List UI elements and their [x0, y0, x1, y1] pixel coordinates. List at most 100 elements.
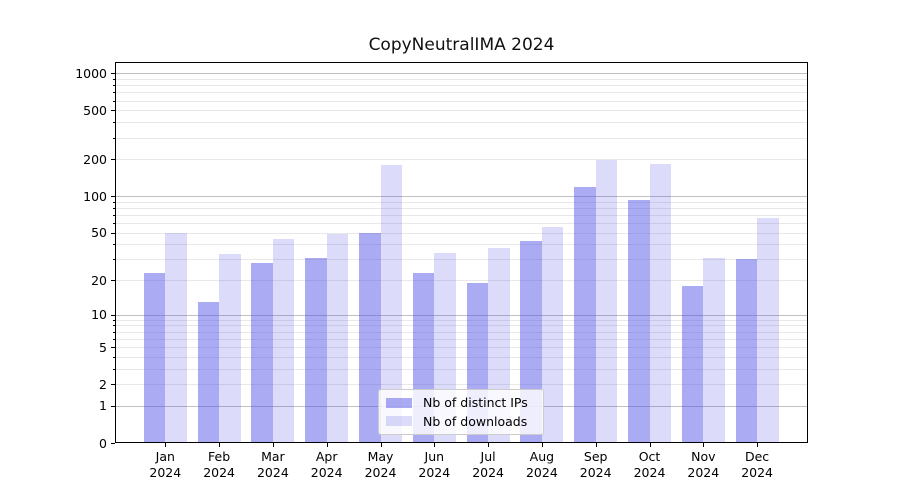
bar-downloads-jan [165, 232, 187, 443]
x-tick-mark [326, 443, 328, 447]
gridline-700 [115, 92, 808, 94]
bar-downloads-apr [326, 233, 349, 443]
bar-distinct-ips-may [359, 232, 381, 443]
bar-distinct-ips-sep [574, 187, 596, 443]
bar-downloads-sep [595, 160, 618, 443]
y-minor-tick-mark [113, 259, 115, 261]
y-minor-tick-mark [113, 79, 115, 80]
legend-swatch-distinct-ips-icon [386, 397, 412, 408]
x-tick-label-apr: Apr 2024 [310, 449, 343, 480]
legend-label-downloads: Nb of downloads [423, 413, 528, 429]
gridline-400 [115, 122, 808, 124]
gridline-7 [115, 331, 808, 333]
bar-distinct-ips-feb [197, 301, 220, 443]
x-tick-label-sep: Sep 2024 [579, 449, 612, 480]
x-tick-label-dec: Dec 2024 [741, 449, 773, 480]
x-tick-label-oct: Oct 2024 [633, 449, 666, 480]
y-minor-tick-mark [113, 100, 115, 102]
y-minor-tick-mark [113, 110, 115, 112]
y-minor-tick-mark [113, 331, 115, 333]
gridline-9 [115, 319, 808, 321]
y-minor-tick-mark [113, 137, 115, 139]
bar-downloads-dec [757, 218, 779, 443]
y-tick-label-10: 10 [91, 307, 107, 323]
x-tick-mark [219, 443, 221, 447]
bar-downloads-oct [649, 164, 671, 443]
x-tick-mark [703, 443, 705, 447]
y-minor-tick-mark [113, 122, 115, 124]
y-minor-tick-mark [113, 92, 115, 94]
gridline-80 [115, 207, 808, 209]
y-tick-label-50: 50 [91, 225, 107, 241]
legend: Nb of distinct IPs Nb of downloads [378, 389, 544, 435]
x-tick-mark [595, 443, 597, 447]
bar-downloads-nov [703, 257, 725, 443]
bar-downloads-may [380, 164, 402, 443]
gridline-200 [115, 159, 808, 161]
gridline-10 [115, 314, 808, 316]
y-minor-tick-mark [113, 384, 115, 386]
bar-distinct-ips-nov [681, 285, 704, 443]
gridline-8 [115, 325, 808, 327]
bar-distinct-ips-dec [735, 259, 758, 443]
gridline-1000 [115, 73, 808, 75]
gridline-90 [115, 201, 808, 203]
x-tick-mark [649, 443, 651, 447]
grid-layer [115, 62, 808, 443]
y-minor-tick-mark [113, 368, 115, 370]
x-tick-mark [757, 443, 759, 447]
x-tick-mark [541, 443, 543, 447]
legend-label-distinct-ips: Nb of distinct IPs [423, 395, 528, 411]
y-minor-tick-mark [113, 244, 115, 246]
bar-downloads-mar [272, 239, 295, 443]
x-tick-mark [380, 443, 382, 447]
gridline-900 [115, 79, 808, 80]
y-minor-tick-mark [113, 319, 115, 321]
x-tick-label-may: May 2024 [364, 449, 397, 480]
legend-entry-downloads: Nb of downloads [386, 414, 535, 429]
y-tick-mark [111, 405, 115, 407]
gridline-50 [115, 232, 808, 234]
y-minor-tick-mark [113, 85, 115, 87]
gridline-300 [115, 137, 808, 139]
bar-distinct-ips-apr [305, 257, 327, 443]
y-tick-label-0: 0 [99, 435, 107, 451]
x-tick-label-feb: Feb 2024 [203, 449, 235, 480]
y-tick-label-200: 200 [83, 151, 107, 167]
y-tick-label-20: 20 [91, 272, 107, 288]
gridline-800 [115, 85, 808, 87]
gridline-600 [115, 100, 808, 102]
x-tick-label-jan: Jan 2024 [149, 449, 182, 480]
x-tick-label-nov: Nov 2024 [687, 449, 720, 480]
y-tick-label-1: 1 [99, 398, 107, 414]
x-tick-mark [272, 443, 274, 447]
gridline-70 [115, 214, 808, 216]
gridline-60 [115, 223, 808, 225]
bar-distinct-ips-mar [251, 262, 273, 443]
y-tick-label-2: 2 [99, 376, 107, 392]
y-minor-tick-mark [113, 232, 115, 234]
bar-downloads-aug [541, 226, 564, 443]
x-tick-mark [165, 443, 167, 447]
y-minor-tick-mark [113, 201, 115, 203]
bar-downloads-feb [219, 254, 241, 443]
y-tick-label-5: 5 [99, 339, 107, 355]
y-minor-tick-mark [113, 356, 115, 358]
y-tick-mark [111, 73, 115, 75]
gridline-6 [115, 338, 808, 340]
y-minor-tick-mark [113, 207, 115, 209]
bar-distinct-ips-jan [143, 273, 166, 443]
y-tick-mark [111, 443, 115, 444]
y-minor-tick-mark [113, 159, 115, 161]
gridline-3 [115, 368, 808, 370]
gridline-20 [115, 280, 808, 282]
y-minor-tick-mark [113, 223, 115, 225]
chart-title: CopyNeutralIMA 2024 [368, 35, 555, 55]
gridline-500 [115, 110, 808, 112]
x-tick-label-mar: Mar 2024 [256, 449, 289, 480]
plot-area: Nb of distinct IPs Nb of downloads [115, 62, 808, 443]
y-minor-tick-mark [113, 280, 115, 282]
y-tick-mark [111, 196, 115, 198]
x-tick-mark [488, 443, 490, 447]
